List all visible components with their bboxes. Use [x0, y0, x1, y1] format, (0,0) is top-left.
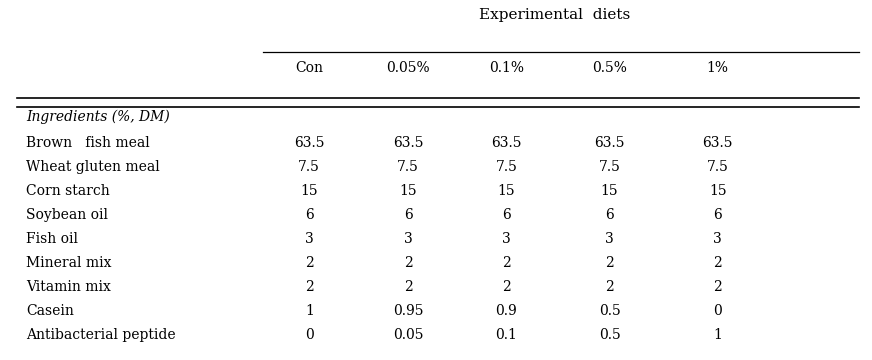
Text: Antibacterial peptide: Antibacterial peptide — [26, 328, 175, 342]
Text: Soybean oil: Soybean oil — [26, 208, 108, 222]
Text: Corn starch: Corn starch — [26, 184, 110, 198]
Text: 0.1: 0.1 — [495, 328, 517, 342]
Text: 6: 6 — [502, 208, 511, 222]
Text: 7.5: 7.5 — [707, 160, 729, 174]
Text: 1: 1 — [305, 305, 314, 318]
Text: 63.5: 63.5 — [294, 136, 324, 150]
Text: 63.5: 63.5 — [703, 136, 733, 150]
Text: Casein: Casein — [26, 305, 74, 318]
Text: 63.5: 63.5 — [491, 136, 521, 150]
Text: 2: 2 — [502, 256, 511, 270]
Text: 0.05: 0.05 — [393, 328, 424, 342]
Text: 6: 6 — [605, 208, 614, 222]
Text: 2: 2 — [605, 256, 614, 270]
Text: 3: 3 — [404, 232, 412, 246]
Text: 3: 3 — [605, 232, 614, 246]
Text: 0.95: 0.95 — [393, 305, 424, 318]
Text: 15: 15 — [301, 184, 318, 198]
Text: 6: 6 — [404, 208, 412, 222]
Text: 0.5%: 0.5% — [592, 61, 627, 75]
Text: 1%: 1% — [707, 61, 729, 75]
Text: 3: 3 — [305, 232, 314, 246]
Text: Wheat gluten meal: Wheat gluten meal — [26, 160, 160, 174]
Text: 6: 6 — [713, 208, 722, 222]
Text: Brown   fish meal: Brown fish meal — [26, 136, 150, 150]
Text: 15: 15 — [399, 184, 417, 198]
Text: 63.5: 63.5 — [595, 136, 624, 150]
Text: 0.1%: 0.1% — [489, 61, 524, 75]
Text: 15: 15 — [601, 184, 618, 198]
Text: 7.5: 7.5 — [398, 160, 419, 174]
Text: 63.5: 63.5 — [393, 136, 424, 150]
Text: 7.5: 7.5 — [598, 160, 621, 174]
Text: 15: 15 — [498, 184, 515, 198]
Text: 15: 15 — [709, 184, 726, 198]
Text: 2: 2 — [305, 256, 314, 270]
Text: 0.9: 0.9 — [495, 305, 517, 318]
Text: 3: 3 — [502, 232, 511, 246]
Text: 7.5: 7.5 — [298, 160, 320, 174]
Text: 0.05%: 0.05% — [386, 61, 430, 75]
Text: 0: 0 — [713, 305, 722, 318]
Text: 1: 1 — [713, 328, 722, 342]
Text: 0.5: 0.5 — [599, 305, 620, 318]
Text: 2: 2 — [713, 280, 722, 294]
Text: Vitamin mix: Vitamin mix — [26, 280, 111, 294]
Text: 2: 2 — [305, 280, 314, 294]
Text: 2: 2 — [713, 256, 722, 270]
Text: 6: 6 — [305, 208, 314, 222]
Text: Fish oil: Fish oil — [26, 232, 78, 246]
Text: 2: 2 — [404, 256, 412, 270]
Text: Ingredients (%, DM): Ingredients (%, DM) — [26, 109, 170, 123]
Text: 0.5: 0.5 — [599, 328, 620, 342]
Text: 2: 2 — [605, 280, 614, 294]
Text: 0: 0 — [305, 328, 314, 342]
Text: 3: 3 — [713, 232, 722, 246]
Text: Mineral mix: Mineral mix — [26, 256, 112, 270]
Text: 2: 2 — [502, 280, 511, 294]
Text: Experimental  diets: Experimental diets — [479, 8, 630, 22]
Text: Con: Con — [296, 61, 324, 75]
Text: 2: 2 — [404, 280, 412, 294]
Text: 7.5: 7.5 — [495, 160, 517, 174]
